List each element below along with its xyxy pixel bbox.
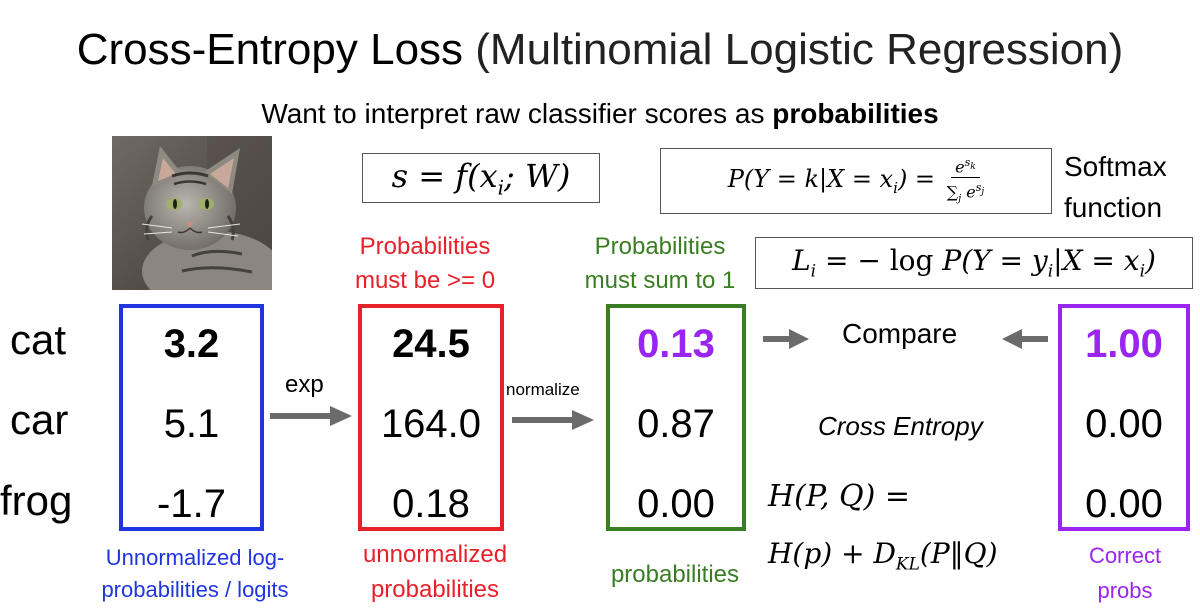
green-top-note-2: must sum to 1: [584, 267, 736, 294]
title-main: Cross-Entropy Loss: [76, 25, 464, 74]
exp-label: exp: [285, 371, 324, 398]
compare-label: Compare: [842, 318, 958, 349]
row-label-cat: cat: [10, 316, 67, 363]
cat-photo: [112, 136, 272, 290]
row-label-car: car: [10, 396, 69, 443]
score-car: 5.1: [163, 402, 220, 446]
exp-arrow-icon: [270, 406, 352, 426]
red-top-note-1: Probabilities: [359, 233, 491, 260]
cross-entropy-formula-2: H(p) + DKL(P‖Q): [768, 537, 998, 575]
compare-right-arrow-icon: [763, 329, 809, 349]
normalize-arrow-icon: [512, 410, 594, 430]
prob-car: 0.87: [637, 402, 715, 446]
cross-entropy-formula-1: H(P, Q) =: [768, 479, 911, 514]
green-bottom-note: probabilities: [610, 561, 740, 588]
slide-subtitle: Want to interpret raw classifier scores …: [0, 96, 1200, 132]
loss-formula: Li = − log P(Y = yi|X = xi): [755, 237, 1193, 289]
softmax-formula: P(Y = k|X = xi) = esk ∑j esj: [660, 148, 1052, 214]
row-label-frog: frog: [0, 477, 73, 524]
score-cat: 3.2: [163, 322, 220, 366]
subtitle-bold: probabilities: [772, 98, 939, 129]
scores-column: 3.2 5.1 -1.7: [119, 304, 264, 531]
subtitle-prefix: Want to interpret raw classifier scores …: [261, 98, 765, 129]
exp-frog: 0.18: [392, 482, 470, 526]
compare-left-arrow-icon: [1002, 329, 1048, 349]
cross-entropy-label: Cross Entropy: [818, 411, 983, 441]
red-bottom-note-1: unnormalized: [362, 541, 508, 568]
correct-car: 0.00: [1085, 402, 1163, 446]
purple-bottom-note-1: Correct: [1088, 543, 1162, 568]
green-top-note-1: Probabilities: [594, 233, 726, 260]
red-bottom-note-2: probabilities: [370, 576, 500, 603]
purple-bottom-note-2: probs: [1097, 578, 1153, 603]
exp-cat: 24.5: [392, 322, 470, 366]
exp-car: 164.0: [380, 402, 482, 446]
red-top-note-2: must be >= 0: [354, 267, 496, 294]
correct-column: 1.00 0.00 0.00: [1058, 304, 1190, 531]
softmax-label-2: function: [1064, 192, 1163, 223]
title-paren: (Multinomial Logistic Regression): [475, 25, 1124, 74]
prob-cat: 0.13: [637, 322, 715, 366]
normalize-label: normalize: [506, 380, 580, 399]
slide-title: Cross-Entropy Loss (Multinomial Logistic…: [0, 24, 1200, 76]
probs-column: 0.13 0.87 0.00: [606, 304, 746, 531]
score-frog: -1.7: [157, 482, 226, 526]
exp-column: 24.5 164.0 0.18: [358, 304, 504, 531]
score-formula: s = f(xi; W): [362, 153, 600, 203]
blue-bottom-note-1: Unnormalized log-: [105, 545, 285, 570]
correct-frog: 0.00: [1085, 482, 1163, 526]
softmax-label-1: Softmax: [1064, 151, 1167, 182]
prob-frog: 0.00: [637, 482, 715, 526]
correct-cat: 1.00: [1085, 322, 1163, 366]
blue-bottom-note-2: probabilities / logits: [101, 577, 289, 602]
